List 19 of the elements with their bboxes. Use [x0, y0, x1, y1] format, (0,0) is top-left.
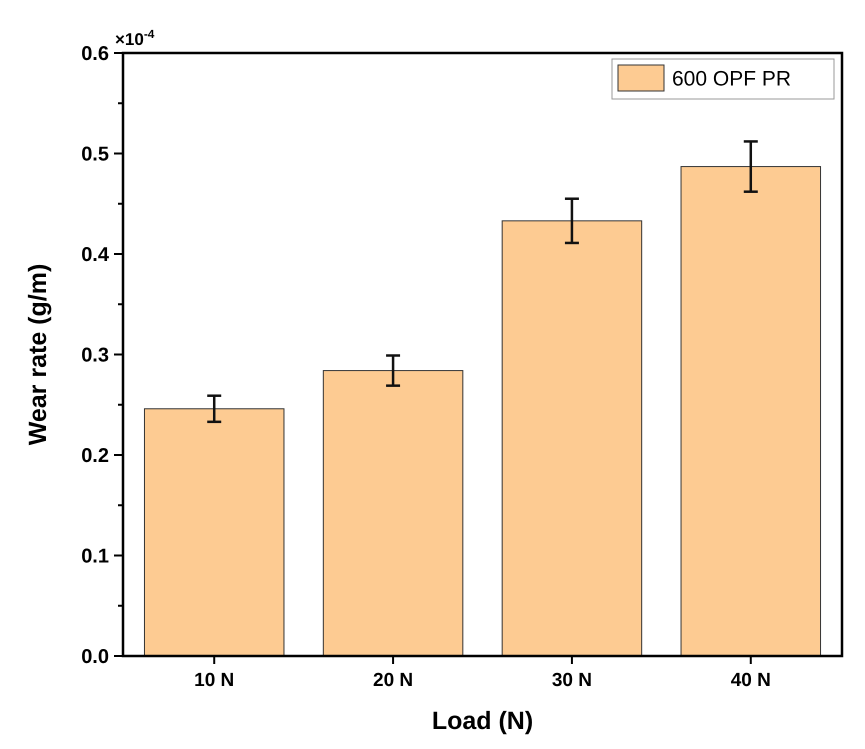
y-tick-label: 0.0: [81, 646, 109, 668]
bar: [144, 408, 284, 656]
y-tick-label: 0.1: [81, 546, 109, 568]
y-tick-label: 0.2: [81, 445, 109, 467]
x-tick-label: 20 N: [373, 670, 414, 691]
x-tick-label: 40 N: [730, 670, 771, 691]
bar: [322, 370, 464, 656]
y-axis-title: Wear rate (g/m): [24, 264, 52, 446]
y-tick-label: 0.5: [81, 144, 109, 166]
text: ×10$^{-4}$: [115, 27, 155, 49]
bar: [680, 166, 822, 656]
x-axis-title: Load (N): [432, 707, 534, 735]
x-tick-label: 10 N: [194, 670, 234, 691]
y-tick-label: 0.6: [81, 43, 109, 65]
legend-label: 600 OPF PR: [672, 67, 792, 90]
y-tick-label: 0.4: [81, 244, 110, 266]
y-tick-label: 0.3: [81, 344, 109, 366]
bar: [502, 220, 642, 656]
x-tick-label: 30 N: [552, 670, 592, 691]
